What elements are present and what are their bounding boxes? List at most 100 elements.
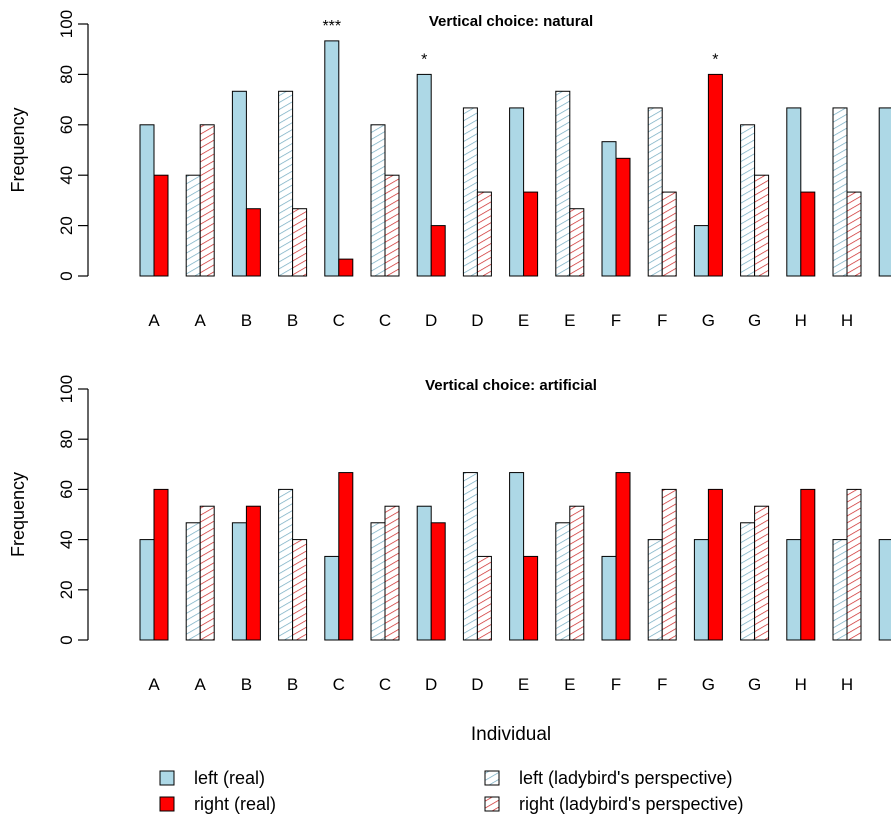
x-tick-label: E	[518, 311, 529, 330]
bar-left-ladybird	[647, 107, 663, 277]
bar-right-real	[338, 472, 354, 641]
bar-right-real	[153, 174, 169, 277]
x-tick-label: H	[841, 311, 853, 330]
bar-right-ladybird	[384, 505, 400, 641]
bar-left-real	[416, 73, 432, 277]
y-tick-label: 20	[57, 216, 76, 235]
y-tick-label: 40	[57, 166, 76, 185]
y-tick-label: 20	[57, 580, 76, 599]
bar-left-real	[139, 539, 155, 641]
bar-right-real	[615, 157, 631, 277]
x-tick-label: H	[795, 311, 807, 330]
legend-swatch	[484, 770, 500, 786]
bar-left-real	[601, 141, 617, 277]
bar-right-ladybird	[754, 505, 770, 641]
bar-left-ladybird	[370, 124, 386, 277]
significance-marker: *	[421, 51, 427, 68]
bar-right-real	[707, 73, 723, 277]
x-tick-label: B	[241, 311, 252, 330]
bar-left-real	[231, 90, 247, 277]
bar-left-real	[786, 107, 802, 277]
x-tick-label: B	[241, 675, 252, 694]
bar-right-real	[707, 488, 723, 641]
bar-left-ladybird	[185, 522, 201, 641]
bar-left-real	[416, 505, 432, 641]
x-tick-label: C	[333, 675, 345, 694]
x-tick-label: D	[425, 675, 437, 694]
bar-right-ladybird	[384, 174, 400, 277]
legend-swatch	[159, 796, 175, 812]
bar-right-real	[430, 225, 446, 277]
bar-left-real	[509, 472, 525, 641]
bar-left-ladybird	[185, 174, 201, 277]
bar-left-ladybird	[647, 539, 663, 641]
x-tick-label: D	[471, 675, 483, 694]
bar-left-real	[786, 539, 802, 641]
x-tick-label: G	[702, 311, 715, 330]
bar-left-ladybird	[278, 90, 294, 277]
x-tick-label: E	[564, 311, 575, 330]
y-tick-label: 100	[57, 375, 76, 403]
bar-right-real	[338, 258, 354, 277]
y-tick-label: 80	[57, 430, 76, 449]
x-tick-label: G	[748, 675, 761, 694]
legend: left (real) right (real) left (ladybird's …	[159, 768, 744, 814]
x-tick-label: E	[518, 675, 529, 694]
bar-right-ladybird	[661, 191, 677, 277]
x-tick-label: D	[425, 311, 437, 330]
x-tick-label: F	[611, 675, 621, 694]
x-tick-label: F	[657, 311, 667, 330]
x-tick-label: A	[195, 311, 207, 330]
bar-right-ladybird	[292, 208, 308, 277]
bar-right-ladybird	[292, 539, 308, 641]
y-tick-label: 40	[57, 530, 76, 549]
x-tick-label: C	[333, 311, 345, 330]
bar-right-real	[615, 472, 631, 641]
bar-right-real	[245, 208, 261, 277]
bar-right-ladybird	[846, 191, 862, 277]
y-tick-label: 0	[57, 271, 76, 280]
chart-title: Vertical choice: artificial	[425, 377, 597, 394]
bar-left-ladybird	[462, 107, 478, 277]
bar-left-real	[601, 555, 617, 641]
panel-artificial: Vertical choice: artificial 0 20 40 60 80 100 F…	[8, 375, 891, 694]
x-tick-label: F	[611, 311, 621, 330]
x-tick-label: G	[748, 311, 761, 330]
bar-right-ladybird	[661, 488, 677, 641]
bar-left-real	[878, 107, 891, 277]
y-tick-label: 80	[57, 65, 76, 84]
bar-left-ladybird	[740, 522, 756, 641]
x-tick-label: A	[195, 675, 207, 694]
bar-right-real	[245, 505, 261, 641]
bar-left-ladybird	[462, 472, 478, 641]
x-axis-label: Individual	[471, 724, 551, 745]
bar-left-ladybird	[370, 522, 386, 641]
bar-left-real	[139, 124, 155, 277]
legend-swatch	[159, 770, 175, 786]
x-tick-label: B	[287, 311, 298, 330]
bar-left-real	[693, 539, 709, 641]
legend-swatch	[484, 796, 500, 812]
y-tick-label: 60	[57, 115, 76, 134]
bar-right-ladybird	[199, 505, 215, 641]
bar-right-real	[430, 522, 446, 641]
y-tick-label: 0	[57, 635, 76, 644]
bar-right-real	[523, 191, 539, 277]
y-axis-label: Frequency	[8, 472, 28, 557]
bar-right-ladybird	[476, 191, 492, 277]
bar-right-ladybird	[846, 488, 862, 641]
legend-label: left (ladybird's perspective)	[519, 768, 733, 788]
bar-left-real	[324, 555, 340, 641]
significance-marker: *	[712, 51, 718, 68]
bar-right-real	[800, 191, 816, 277]
x-tick-label: H	[841, 675, 853, 694]
bar-left-ladybird	[278, 488, 294, 641]
legend-label: right (real)	[194, 794, 276, 814]
bar-right-ladybird	[476, 555, 492, 641]
bar-left-ladybird	[832, 539, 848, 641]
bar-right-ladybird	[199, 124, 215, 277]
x-tick-label: B	[287, 675, 298, 694]
panel-natural: Vertical choice: natural 0 20 40 60 80 100 Freq…	[8, 10, 891, 330]
bar-left-ladybird	[555, 90, 571, 277]
